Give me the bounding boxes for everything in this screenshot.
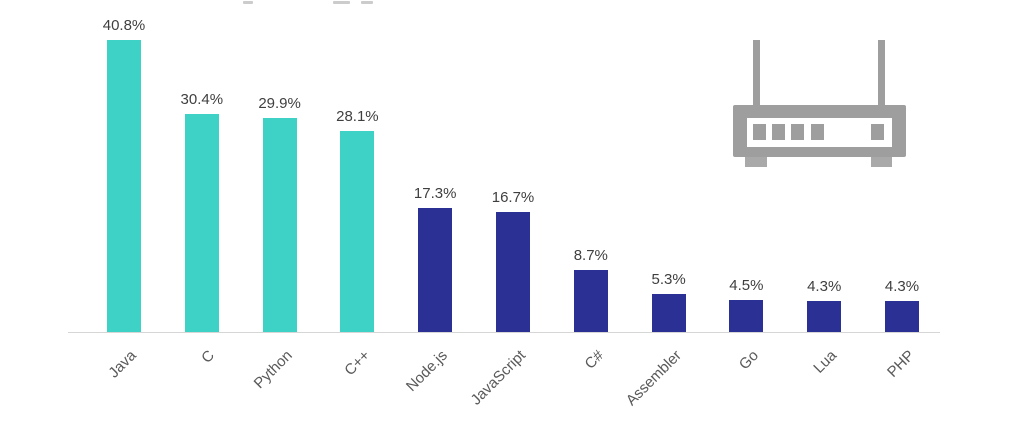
category-label: C# xyxy=(581,347,607,373)
bar-value-label: 4.3% xyxy=(884,278,920,295)
bar-value-label: 17.3% xyxy=(413,185,457,202)
bar xyxy=(885,301,919,332)
category-label: Go xyxy=(736,347,763,374)
router-port-icon xyxy=(871,124,884,140)
bar-value-label: 28.1% xyxy=(336,108,379,125)
bar xyxy=(496,212,530,332)
wireless-router-icon xyxy=(733,40,906,168)
bar-value-label: 8.7% xyxy=(573,247,608,264)
category-label: JavaScript xyxy=(467,347,530,409)
category-label: Node.js xyxy=(403,347,452,395)
router-body-icon xyxy=(733,105,906,157)
bar-value-label: 16.7% xyxy=(491,189,535,206)
bar xyxy=(262,118,297,332)
category-label: PHP xyxy=(884,347,919,381)
category-label: Java xyxy=(105,347,141,382)
bar xyxy=(418,208,453,332)
cropped-title-fragment xyxy=(333,1,350,4)
router-foot-right xyxy=(871,157,892,167)
router-port-icon xyxy=(811,124,824,140)
bar xyxy=(107,40,141,332)
router-front-panel xyxy=(747,118,892,147)
bar-value-label: 29.9% xyxy=(258,95,301,112)
bar-value-label: 30.4% xyxy=(180,91,224,108)
category-label: C xyxy=(198,347,218,367)
bar-value-label: 5.3% xyxy=(651,271,686,288)
bar xyxy=(729,300,764,332)
router-port-icon xyxy=(772,124,785,140)
bar-value-label: 40.8% xyxy=(102,17,146,34)
category-label: Lua xyxy=(810,347,841,377)
router-antenna-right-icon xyxy=(878,40,885,107)
bar xyxy=(340,131,375,332)
x-axis-line xyxy=(68,332,940,333)
bar xyxy=(184,114,219,332)
router-port-icon xyxy=(753,124,766,140)
cropped-title-fragment xyxy=(361,1,373,4)
router-port-icon xyxy=(791,124,804,140)
bar-value-label: 4.3% xyxy=(807,278,842,295)
bar-value-label: 4.5% xyxy=(729,277,764,294)
bar xyxy=(651,294,686,332)
category-label: C++ xyxy=(341,347,374,380)
router-foot-left xyxy=(745,157,767,167)
bar xyxy=(807,301,842,332)
category-label: Python xyxy=(250,347,296,393)
bar xyxy=(573,270,608,332)
category-label: Assembler xyxy=(622,347,685,410)
cropped-title-fragment xyxy=(243,1,253,4)
router-antenna-left-icon xyxy=(753,40,760,107)
